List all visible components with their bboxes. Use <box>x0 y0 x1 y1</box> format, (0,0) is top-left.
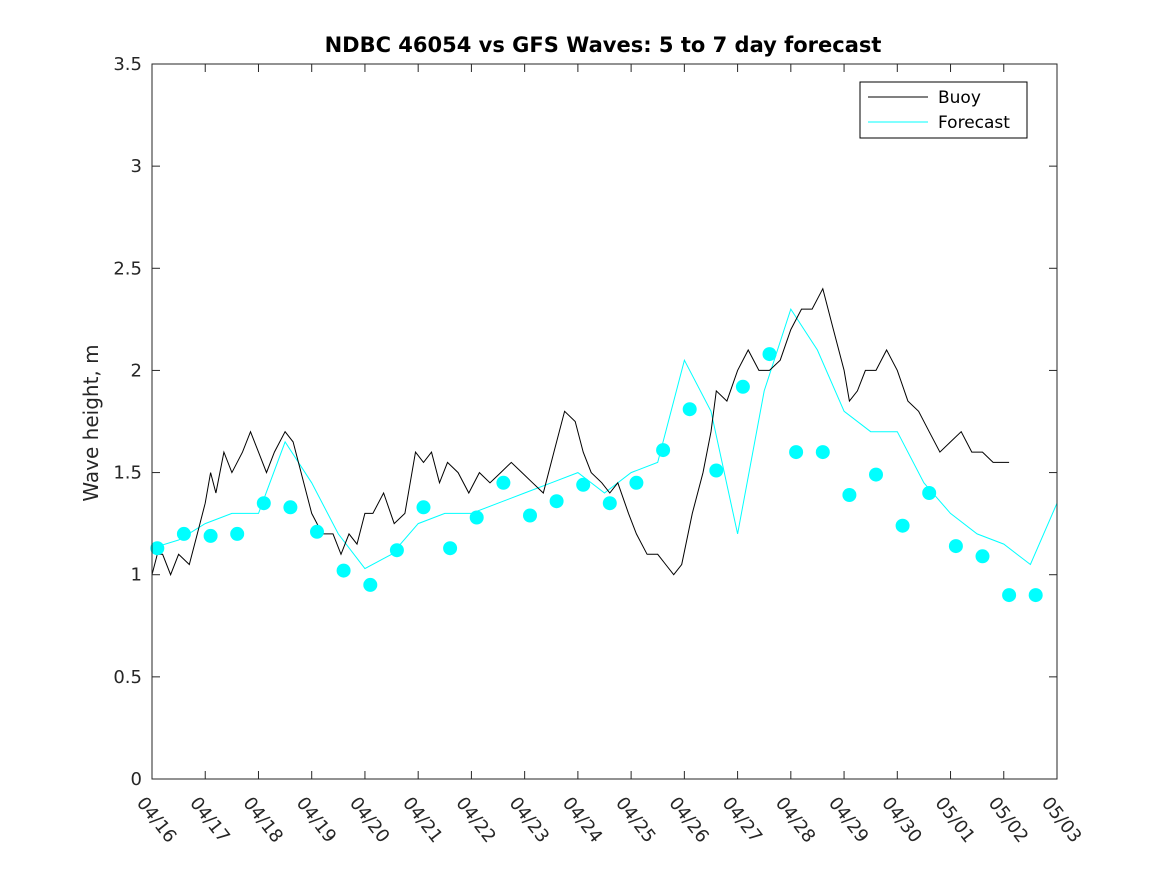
x-tick-label: 04/27 <box>718 793 766 847</box>
forecast-marker <box>975 549 990 564</box>
forecast-marker <box>496 475 511 490</box>
forecast-marker <box>735 379 750 394</box>
forecast-marker <box>469 510 484 525</box>
forecast-marker <box>922 486 937 500</box>
series-line-buoy <box>151 287 1010 577</box>
forecast-marker <box>709 463 724 478</box>
forecast-marker <box>416 500 431 515</box>
forecast-marker <box>1002 588 1017 603</box>
y-tick-label: 3 <box>131 156 142 177</box>
forecast-marker <box>815 445 830 460</box>
forecast-marker <box>176 526 191 541</box>
forecast-marker <box>230 526 245 541</box>
y-tick-label: 1.5 <box>113 463 142 484</box>
forecast-marker <box>310 524 324 539</box>
legend-label-buoy: Buoy <box>938 88 981 108</box>
forecast-marker <box>842 488 857 502</box>
forecast-marker <box>869 467 883 482</box>
x-tick-label: 04/29 <box>824 793 872 847</box>
forecast-marker <box>523 508 537 523</box>
y-axis-label: Wave height, m <box>79 344 103 501</box>
y-tick-label: 2 <box>131 360 142 381</box>
axes: 00.511.522.533.504/16 04/17 04/18 04/19 04/2… <box>113 54 1085 847</box>
forecast-marker <box>336 563 351 578</box>
plot-frame <box>151 63 1058 780</box>
x-tick-label: 05/01 <box>931 793 979 847</box>
forecast-marker <box>789 445 804 460</box>
x-tick-label: 04/18 <box>239 793 287 847</box>
forecast-marker <box>389 543 404 558</box>
legend-box <box>859 81 1028 139</box>
forecast-marker <box>1028 588 1043 603</box>
x-tick-label: 04/21 <box>398 793 446 847</box>
forecast-marker <box>948 539 963 554</box>
x-tick-label: 04/20 <box>345 793 393 847</box>
x-tick-label: 04/30 <box>877 793 925 847</box>
y-tick-label: 0 <box>131 769 142 790</box>
legend-label-forecast: Forecast <box>938 113 1010 133</box>
x-tick-label: 04/17 <box>185 793 233 847</box>
x-tick-label: 05/03 <box>1037 793 1085 847</box>
y-tick-label: 3.5 <box>113 54 142 75</box>
forecast-marker <box>150 541 165 556</box>
x-tick-label: 04/22 <box>451 793 499 847</box>
forecast-marker <box>256 496 271 511</box>
x-tick-label: 04/19 <box>292 793 340 847</box>
x-tick-label: 04/24 <box>558 793 606 847</box>
x-tick-label: 05/02 <box>984 793 1032 847</box>
forecast-marker <box>629 475 644 490</box>
forecast-marker <box>363 577 378 592</box>
chart-title: NDBC 46054 vs GFS Waves: 5 to 7 day fore… <box>325 33 882 57</box>
x-tick-label: 04/28 <box>771 793 819 847</box>
forecast-marker <box>576 477 591 492</box>
x-tick-label: 04/16 <box>132 793 180 847</box>
forecast-marker <box>203 528 218 543</box>
x-tick-label: 04/23 <box>505 793 553 847</box>
forecast-marker <box>443 541 458 556</box>
series-line-forecast <box>151 307 1058 570</box>
y-tick-label: 0.5 <box>113 667 142 688</box>
x-tick-label: 04/25 <box>611 793 659 847</box>
plot-area <box>150 287 1058 603</box>
forecast-marker <box>895 518 910 533</box>
forecast-marker <box>602 496 617 511</box>
forecast-marker <box>656 443 671 458</box>
forecast-marker <box>762 347 777 362</box>
forecast-marker <box>283 500 298 515</box>
legend: Buoy Forecast <box>859 81 1028 139</box>
y-tick-label: 1 <box>131 565 142 586</box>
forecast-marker <box>682 402 697 417</box>
forecast-marker <box>549 494 564 509</box>
x-tick-label: 04/26 <box>664 793 712 847</box>
y-tick-label: 2.5 <box>113 258 142 279</box>
